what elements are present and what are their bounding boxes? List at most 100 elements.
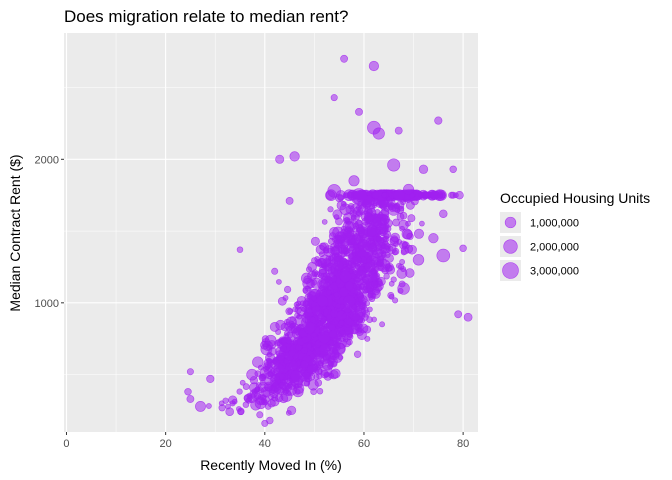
data-point [285,338,293,345]
data-point [266,363,273,369]
legend-label: 1,000,000 [530,218,579,230]
data-point [289,151,300,162]
data-point [412,254,425,266]
legend-label: 3,000,000 [530,266,579,278]
data-point [264,334,277,347]
data-point [371,316,377,323]
data-point [404,244,414,254]
data-point [392,297,399,304]
data-point [343,212,355,224]
data-point [318,331,331,344]
data-point [206,374,215,383]
data-point [236,406,242,412]
data-point [332,226,344,239]
data-point [364,261,376,273]
x-axis-title: Recently Moved In (%) [200,457,342,473]
data-point [323,308,329,315]
data-point [295,325,302,332]
y-axis-title: Median Contract Rent ($) [7,154,23,311]
data-point [284,285,292,294]
data-point [316,295,328,307]
data-point [387,203,400,216]
data-point [391,249,398,256]
data-point [428,233,439,244]
data-point [218,400,225,407]
x-tick-label: 60 [358,438,370,450]
data-point [381,192,388,199]
data-point [371,191,380,199]
data-point [268,389,275,396]
data-point [302,371,311,380]
data-point [390,232,400,243]
data-point [294,312,300,319]
data-point [303,380,311,387]
data-point [309,316,316,323]
y-tick-label: 2000 [35,154,59,166]
data-point [318,251,325,258]
data-point [348,175,360,187]
data-point [306,342,312,349]
data-point [330,360,338,368]
data-point [353,350,362,358]
legend-key-point [502,262,519,279]
data-point [319,343,331,356]
data-point [328,323,336,332]
data-point [350,188,368,205]
data-point [276,352,285,362]
data-point [330,94,338,102]
data-point [327,206,334,213]
data-point [340,54,348,63]
data-point [271,379,279,387]
data-point [434,116,443,125]
data-point [436,248,451,263]
data-point [352,255,362,264]
data-point [257,364,264,371]
data-point [332,342,346,356]
legend-label: 2,000,000 [530,242,579,254]
data-point [285,316,297,328]
data-point [327,262,333,269]
data-point [332,260,344,271]
data-point [303,322,316,335]
data-point [345,318,354,326]
data-point [295,300,302,307]
data-point [314,258,323,267]
data-point [388,280,395,287]
x-tick-label: 0 [63,438,69,450]
data-point [355,108,363,116]
data-point [397,282,410,295]
data-point [317,321,324,327]
data-point [328,372,335,379]
data-point [236,388,243,395]
data-point [229,400,236,407]
data-point [311,295,317,301]
data-point [342,295,356,308]
data-point [356,328,363,334]
data-point [260,394,266,401]
data-point [454,310,463,319]
data-point [378,248,384,255]
data-point [378,200,388,210]
data-point [317,278,329,290]
data-point [285,307,293,316]
data-point [363,207,373,217]
data-point [371,280,379,288]
data-point [383,273,390,280]
data-point [325,289,332,296]
data-point [310,236,320,246]
data-point [313,374,320,380]
data-point [377,259,391,272]
data-point [288,349,296,357]
data-point [184,388,192,396]
legend-key-point [504,216,517,229]
legend-title: Occupied Housing Units [500,190,650,206]
data-point [407,214,416,223]
data-point [290,370,303,382]
data-point [361,222,369,230]
data-point [330,275,338,283]
data-point [377,212,384,219]
data-point [430,190,440,200]
data-point [309,353,316,359]
data-point [285,410,292,416]
